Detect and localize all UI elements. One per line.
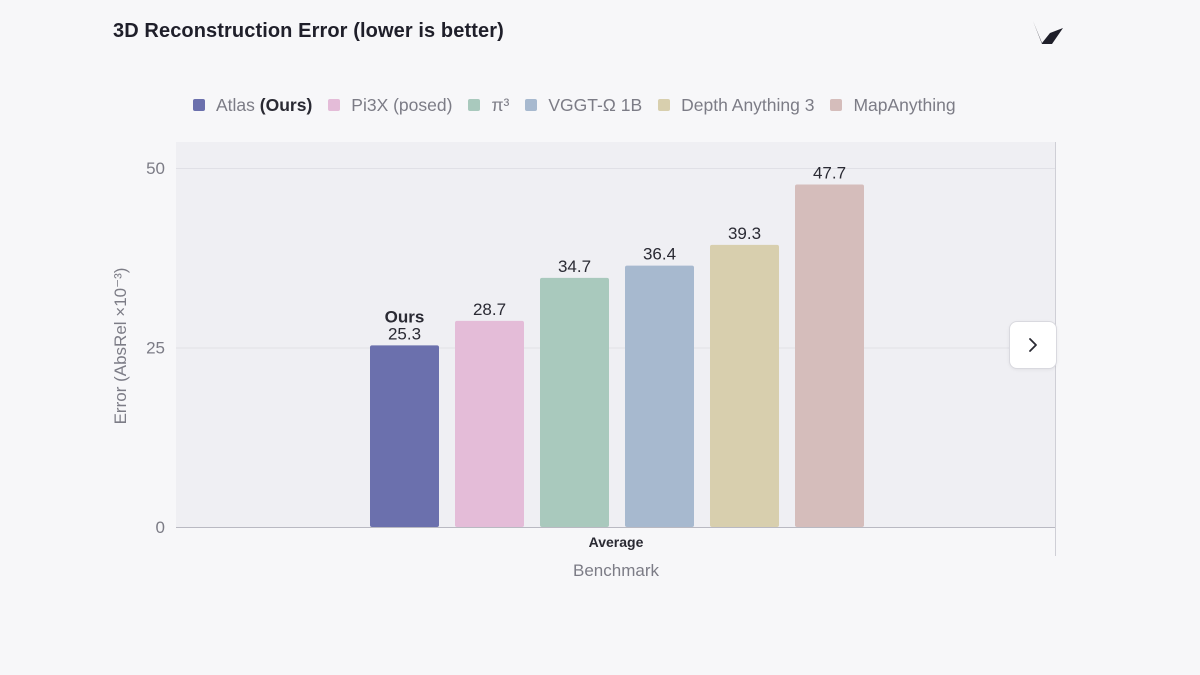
- legend-label: π³: [491, 94, 510, 115]
- next-chart-button[interactable]: [1009, 321, 1057, 369]
- y-axis-label: Error (AbsRel ×10⁻³): [111, 268, 130, 425]
- brand-logo-icon: [1033, 21, 1063, 44]
- legend-label: Pi3X (posed): [351, 94, 453, 115]
- legend-label: MapAnything: [853, 94, 956, 115]
- legend-label-emphasis: (Ours): [259, 94, 313, 115]
- bar[interactable]: [710, 244, 779, 528]
- legend-item[interactable]: π³: [468, 95, 509, 116]
- legend-item[interactable]: MapAnything: [830, 94, 956, 116]
- y-tick-label: 0: [156, 518, 165, 537]
- data-label: 25.3: [388, 324, 421, 343]
- legend-swatch: [830, 99, 843, 111]
- legend-swatch: [328, 99, 341, 111]
- legend-label: Depth Anything 3: [681, 94, 815, 115]
- legend-swatch: [525, 99, 538, 111]
- x-axis-label: Benchmark: [573, 561, 659, 580]
- x-tick-label: Average: [589, 534, 644, 550]
- legend-label: VGGT-Ω 1B: [548, 94, 643, 115]
- data-label: 34.7: [558, 257, 591, 276]
- plot-area: [176, 142, 1056, 527]
- legend-label: Atlas: [216, 94, 260, 115]
- y-tick-label: 25: [146, 339, 165, 358]
- legend-item[interactable]: Pi3X (posed): [328, 95, 452, 116]
- bar-annotation: Ours: [385, 307, 425, 326]
- bar[interactable]: [625, 265, 694, 527]
- bar[interactable]: [540, 277, 609, 527]
- chevron-right-icon: [1029, 338, 1037, 352]
- legend-item[interactable]: Atlas (Ours): [193, 95, 312, 116]
- legend-swatch: [658, 99, 671, 111]
- data-label: 47.7: [813, 164, 846, 183]
- data-label: 28.7: [473, 300, 506, 319]
- legend-swatch: [468, 99, 481, 111]
- data-label: 39.3: [728, 224, 761, 243]
- data-label: 36.4: [643, 245, 676, 264]
- chart-title: 3D Reconstruction Error (lower is better…: [113, 20, 504, 42]
- bar[interactable]: [370, 345, 439, 527]
- chart-legend: Atlas (Ours) Pi3X (posed) π³ VGGT-Ω 1B Depth…: [193, 93, 972, 117]
- bar[interactable]: [795, 184, 864, 528]
- legend-swatch: [193, 99, 205, 111]
- legend-item[interactable]: VGGT-Ω 1B: [525, 95, 642, 116]
- y-tick-label: 50: [146, 159, 165, 178]
- bar[interactable]: [455, 320, 524, 527]
- legend-item[interactable]: Depth Anything 3: [658, 95, 814, 116]
